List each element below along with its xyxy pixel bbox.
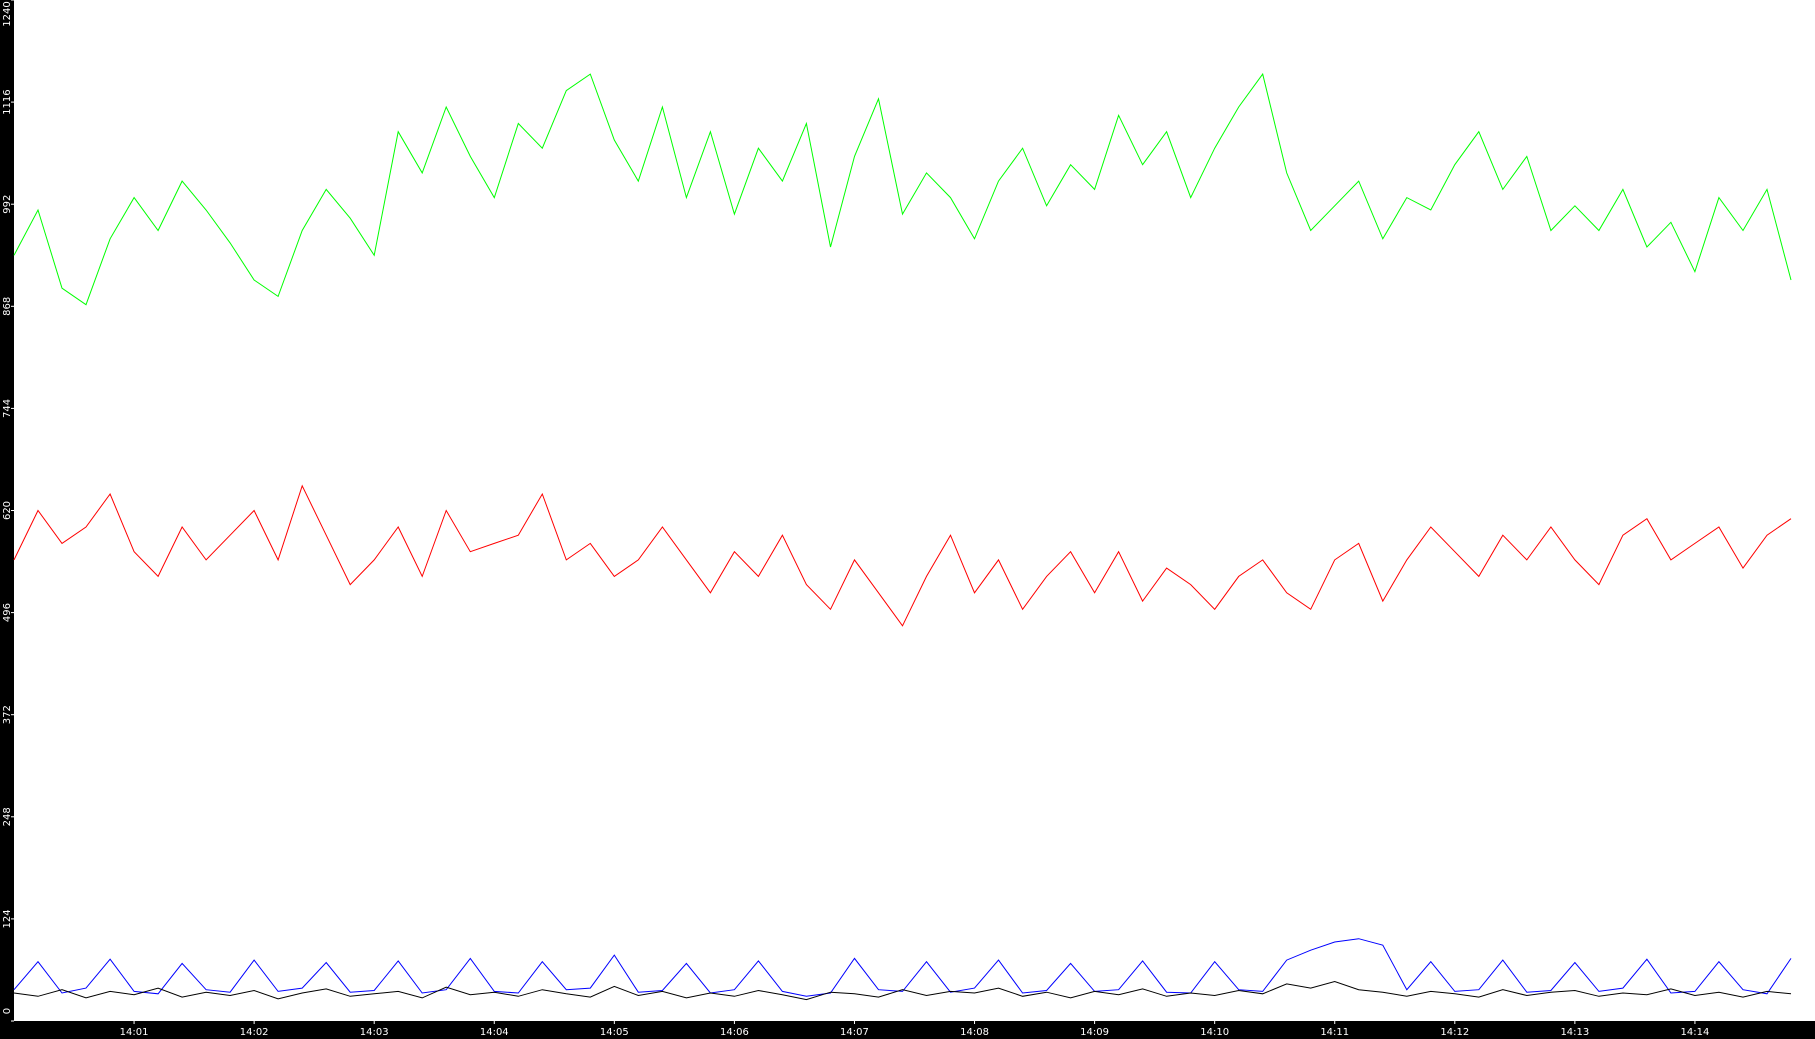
y-tick-label: 1116 — [2, 89, 13, 114]
x-tick-label: 14:10 — [1200, 1027, 1229, 1038]
x-tick-label: 14:02 — [240, 1027, 269, 1038]
y-tick-label: 744 — [2, 399, 13, 418]
x-tick-label: 14:01 — [120, 1027, 149, 1038]
x-tick-label: 14:05 — [600, 1027, 629, 1038]
y-tick-label: 620 — [2, 501, 13, 520]
y-tick-label: 1240 — [2, 1, 13, 26]
x-tick-label: 14:04 — [480, 1027, 509, 1038]
y-tick-label: 868 — [2, 297, 13, 316]
x-axis-strip — [0, 1021, 1815, 1039]
x-tick-label: 14:14 — [1681, 1027, 1710, 1038]
x-tick-label: 14:08 — [960, 1027, 989, 1038]
y-tick-label: 992 — [2, 195, 13, 214]
x-tick-label: 14:07 — [840, 1027, 869, 1038]
x-tick-label: 14:12 — [1440, 1027, 1469, 1038]
y-tick-label: 248 — [2, 807, 13, 826]
series-line — [13, 72, 1792, 306]
x-tick-label: 14:06 — [720, 1027, 749, 1038]
x-tick-label: 14:13 — [1560, 1027, 1589, 1038]
series-line — [13, 938, 1792, 997]
series-line — [13, 484, 1792, 627]
y-tick-label: 0 — [2, 1008, 13, 1014]
y-axis-strip — [0, 0, 14, 1039]
y-tick-label: 372 — [2, 705, 13, 724]
x-tick-label: 14:11 — [1320, 1027, 1349, 1038]
y-tick-label: 496 — [2, 603, 13, 622]
x-tick-label: 14:03 — [360, 1027, 389, 1038]
series-line — [13, 980, 1792, 1001]
y-tick-label: 124 — [2, 909, 13, 928]
x-tick-label: 14:09 — [1080, 1027, 1109, 1038]
